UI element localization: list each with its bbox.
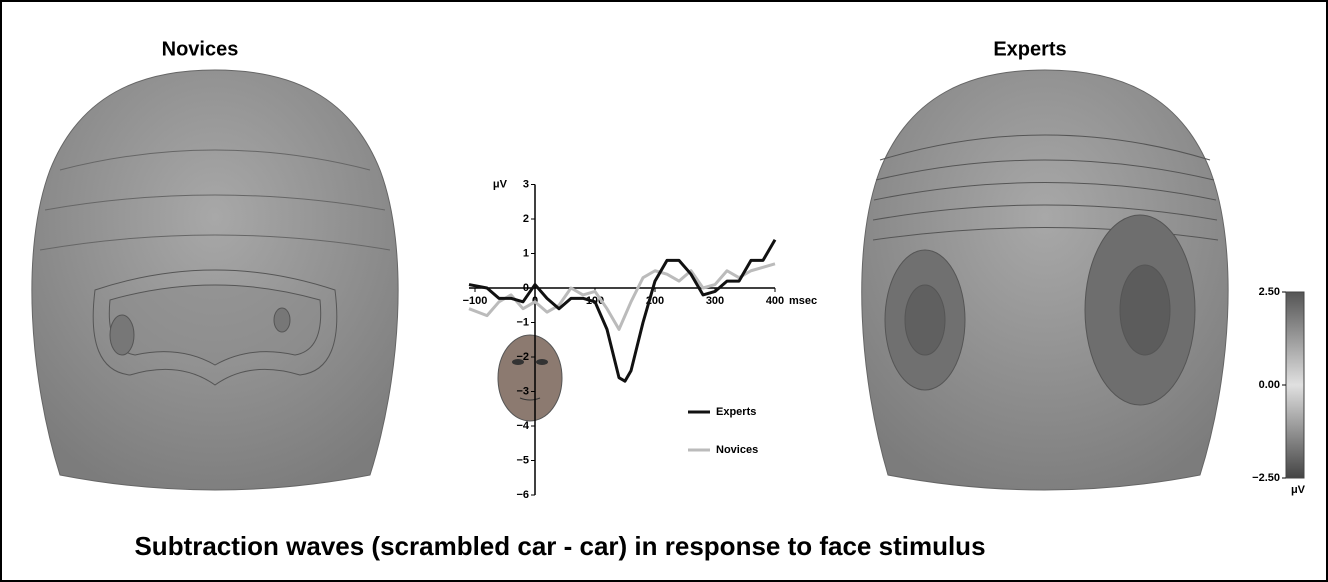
face-stimulus: [497, 334, 563, 422]
colorbar: [1285, 291, 1305, 479]
y-tick-label: −3: [516, 385, 529, 397]
x-tick-label: −100: [463, 295, 488, 307]
y-tick-label: −4: [516, 420, 529, 432]
x-tick-label: 400: [766, 295, 784, 307]
y-tick-label: 0: [523, 282, 529, 294]
right-label: Experts: [993, 38, 1066, 60]
expert-head: [861, 69, 1229, 491]
x-tick-label: 300: [706, 295, 724, 307]
series-line: [468, 238, 777, 383]
novice-head: [31, 69, 399, 491]
y-tick-label: 3: [523, 178, 529, 190]
colorbar-tick-label: −2.50: [1252, 472, 1280, 484]
colorbar-unit: μV: [1291, 484, 1306, 496]
colorbar-tick-label: 0.00: [1259, 379, 1280, 391]
y-tick-label: 1: [523, 247, 529, 259]
caption: Subtraction waves (scrambled car - car) …: [134, 531, 985, 561]
y-tick-label: −2: [516, 351, 529, 363]
y-axis-label: μV: [493, 178, 508, 190]
legend-label: Novices: [716, 444, 758, 456]
y-tick-label: −5: [516, 454, 529, 466]
y-tick-label: −6: [516, 489, 529, 501]
colorbar-tick-label: 2.50: [1259, 286, 1280, 298]
series-line: [468, 262, 776, 331]
y-tick-label: −1: [516, 316, 529, 328]
left-label: Novices: [162, 38, 239, 60]
y-tick-label: 2: [523, 213, 529, 225]
x-axis-label: msec: [789, 295, 817, 307]
legend-label: Experts: [716, 406, 756, 418]
